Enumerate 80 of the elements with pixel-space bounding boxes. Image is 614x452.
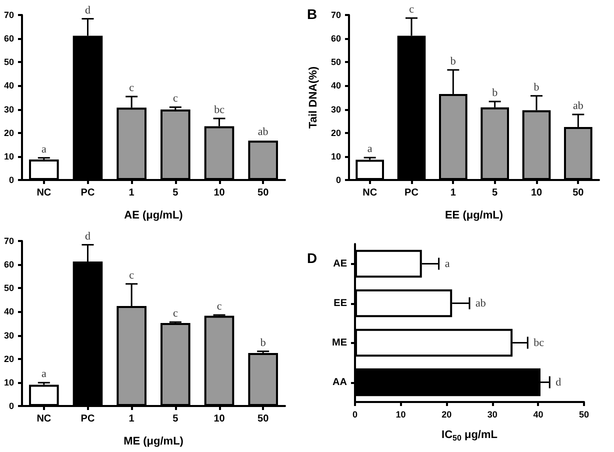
x-tick-label: PC [404,188,418,198]
x-tick-label: 5 [492,188,498,198]
chart-title: D [307,250,318,266]
y-tick-label: 30 [4,330,14,340]
annotation: ab [572,100,584,112]
annotation: b [450,55,456,68]
x-tick-label: 40 [533,410,544,420]
x-tick-label: 1 [128,414,135,424]
annotation: d [85,4,91,16]
annotation: a [41,368,46,380]
y-tick-label: 60 [330,34,341,44]
y-tick-label: 30 [330,104,341,114]
annotation: bc [214,104,225,116]
y-tick-label: 70 [4,10,14,20]
y-tick-label: 40 [4,80,14,91]
y-tick-label: 50 [4,283,14,294]
y-tick-label: 10 [330,151,341,162]
x-tick-label: 10 [530,188,542,198]
y-tick-label: 70 [4,236,14,246]
annotation: d [556,376,562,388]
y-axis-title: Tail DNA(%) [308,66,320,129]
y-tick-label: 30 [4,104,14,114]
x-tick-label: 1 [128,188,135,198]
y-tick-label: AA [332,376,347,388]
y-tick-label: 40 [4,306,14,317]
x-tick-label: 50 [258,414,270,424]
x-axis-title: EE (μg/mL) [444,210,504,222]
x-tick-label: 50 [258,188,270,198]
x-tick-label: 5 [172,188,179,198]
annotation: ab [476,297,486,310]
x-tick-label: 30 [487,410,498,420]
y-tick-label: 0 [336,175,341,185]
y-tick-label: 50 [4,57,14,68]
annotation: b [492,87,498,100]
annotation: c [409,4,414,16]
y-tick-label: 40 [330,80,341,91]
annotation: ab [258,126,269,138]
y-tick-label: 60 [4,34,14,44]
annotation: a [444,258,450,270]
x-tick-label: 50 [572,188,584,198]
annotation: c [129,269,134,282]
x-tick-label: NC [36,414,52,424]
x-tick-label: 50 [578,410,590,420]
y-tick-label: 70 [330,10,341,20]
y-tick-label: 50 [330,57,341,68]
annotation: c [129,82,134,94]
x-tick-label: 0 [352,410,358,420]
annotation: c [172,92,178,105]
x-tick-label: NC [362,188,378,198]
y-tick-label: 20 [330,128,341,138]
chart-title: B [307,6,318,22]
x-tick-label: PC [80,414,95,424]
x-tick-label: 1 [450,188,456,198]
y-tick-label: AE [333,258,348,270]
y-tick-label: 10 [4,151,14,162]
x-axis-title: AE (μg/mL) [124,210,184,222]
y-tick-label: 20 [4,128,14,138]
annotation: c [172,308,178,320]
y-tick-label: 10 [4,377,14,388]
y-tick-label: 60 [4,260,14,270]
annotation: d [85,230,91,242]
y-tick-label: ME [332,337,348,348]
y-tick-label: 0 [8,401,14,411]
x-tick-label: 10 [214,188,226,198]
x-tick-label: NC [36,188,52,198]
annotation: b [260,336,266,349]
y-tick-label: EE [334,298,348,309]
x-axis-title: ME (μg/mL) [124,436,184,448]
x-tick-label: 10 [396,410,406,420]
annotation: a [41,143,46,156]
y-tick-label: 0 [8,175,14,185]
x-tick-label: PC [80,188,95,198]
y-tick-label: 20 [4,354,14,364]
x-tick-label: 5 [172,414,179,424]
annotation: b [534,81,540,94]
x-tick-label: 20 [442,410,452,420]
annotation: bc [534,336,544,349]
x-tick-label: 10 [214,414,226,424]
annotation: c [216,300,222,313]
annotation: a [367,143,372,156]
